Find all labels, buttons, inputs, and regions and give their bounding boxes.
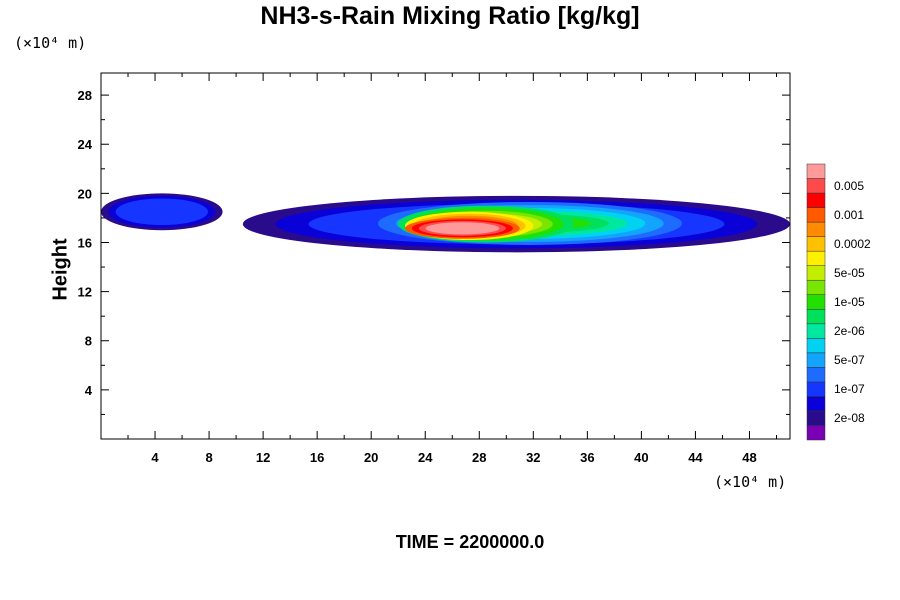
colorbar-label: 2e-08 xyxy=(834,411,865,425)
colorbar-swatch xyxy=(806,265,826,281)
x-tick-label: 44 xyxy=(688,450,703,465)
x-tick-label: 24 xyxy=(418,450,433,465)
x-tick-label: 20 xyxy=(364,450,378,465)
colorbar-swatch xyxy=(806,163,826,179)
chart-title: NH3-s-Rain Mixing Ratio [kg/kg] xyxy=(260,2,640,30)
colorbar-label: 1e-07 xyxy=(834,382,865,396)
colorbar-swatch xyxy=(806,178,826,194)
colorbar-label: 0.005 xyxy=(834,179,864,193)
colorbar-swatch xyxy=(806,396,826,412)
x-tick-label: 32 xyxy=(526,450,540,465)
time-label: TIME = 2200000.0 xyxy=(395,532,545,552)
y-unit-label: (×10⁴ m) xyxy=(14,34,87,52)
colorbar-swatch xyxy=(806,279,826,295)
y-tick-label: 20 xyxy=(78,186,92,201)
contour-field xyxy=(101,193,790,253)
colorbar-swatch xyxy=(806,367,826,383)
x-tick-label: 12 xyxy=(256,450,270,465)
colorbar-swatch xyxy=(806,207,826,223)
colorbar-label: 0.001 xyxy=(834,208,864,222)
plot-frame xyxy=(100,72,791,440)
contour-region xyxy=(101,193,223,231)
x-tick-label: 28 xyxy=(472,450,486,465)
x-tick-label: 40 xyxy=(634,450,648,465)
colorbar-label: 2e-06 xyxy=(834,324,865,338)
colorbar-swatch xyxy=(806,352,826,368)
colorbar-swatch xyxy=(806,294,826,310)
y-tick-label: 16 xyxy=(78,235,92,250)
colorbar-swatch xyxy=(806,221,826,237)
contour-region xyxy=(404,217,520,239)
y-tick-label: 8 xyxy=(85,334,92,349)
x-tick-label: 8 xyxy=(205,450,212,465)
x-tick-label: 4 xyxy=(151,450,159,465)
x-tick-label: 16 xyxy=(310,450,324,465)
x-tick-label: 48 xyxy=(742,450,756,465)
colorbar-label: 1e-05 xyxy=(834,295,865,309)
colorbar-swatch xyxy=(806,381,826,397)
colorbar-swatch xyxy=(806,309,826,325)
colorbar: 2e-08 1e-07 5e-07 2e-06 1e-05 5e-05 0.0002 0.00… xyxy=(806,163,871,441)
colorbar-label: 0.0002 xyxy=(834,237,871,251)
y-tick-label: 28 xyxy=(78,88,92,103)
colorbar-swatch xyxy=(806,250,826,266)
colorbar-swatch xyxy=(806,410,826,426)
colorbar-swatch xyxy=(806,338,826,354)
x-tick-label: 36 xyxy=(580,450,594,465)
y-tick-label: 24 xyxy=(78,137,93,152)
colorbar-label: 5e-05 xyxy=(834,266,865,280)
colorbar-swatch xyxy=(806,192,826,208)
colorbar-swatch xyxy=(806,236,826,252)
y-tick-label: 12 xyxy=(78,285,92,300)
colorbar-swatch xyxy=(806,323,826,339)
contour-band xyxy=(446,226,479,231)
colorbar-swatch xyxy=(806,425,826,441)
y-tick-label: 4 xyxy=(85,383,93,398)
x-unit-label: (×10⁴ m) xyxy=(714,473,787,491)
contour-band xyxy=(115,198,208,226)
colorbar-label: 5e-07 xyxy=(834,353,865,367)
